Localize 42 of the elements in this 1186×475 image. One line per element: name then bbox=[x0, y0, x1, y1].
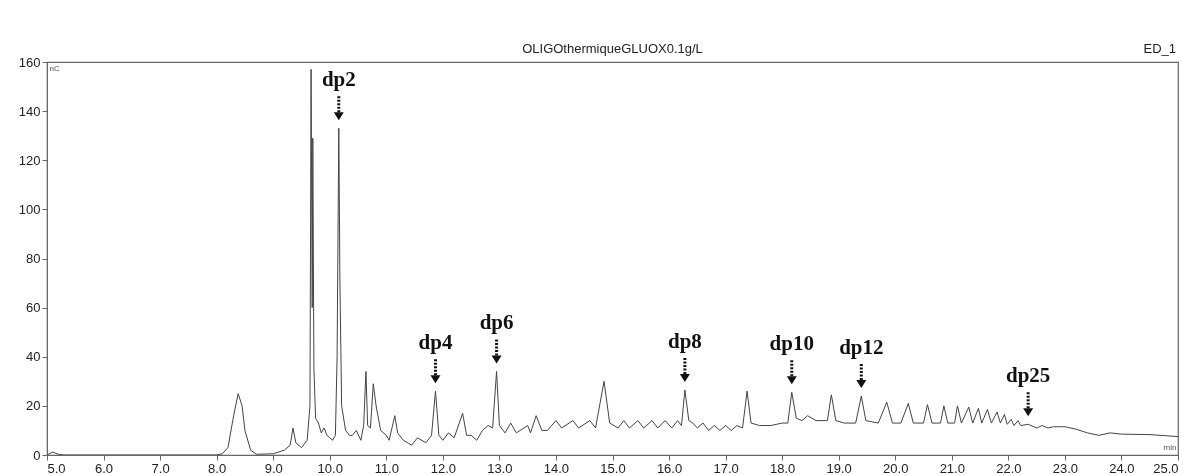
x-tick-label: 12.0 bbox=[430, 460, 457, 475]
annotation: dp2 bbox=[321, 67, 356, 92]
y-tick-label: 40 bbox=[26, 349, 41, 365]
annotation: dp6 bbox=[479, 310, 514, 335]
x-tick-label: 16.0 bbox=[656, 460, 683, 475]
x-axis-title: min bbox=[1163, 442, 1177, 452]
annotation: dp8 bbox=[667, 328, 702, 353]
x-tick-label: 11.0 bbox=[374, 460, 399, 475]
y-tick-label: 0 bbox=[33, 447, 41, 463]
x-tick-label: 6.0 bbox=[95, 460, 114, 475]
y-tick-label: 20 bbox=[26, 398, 41, 414]
x-tick-label: 8.0 bbox=[208, 460, 227, 475]
x-tick-label: 9.0 bbox=[264, 460, 283, 475]
annotation: dp12 bbox=[839, 335, 884, 360]
x-tick-label: 10.0 bbox=[317, 460, 343, 475]
annotation: dp25 bbox=[1005, 363, 1051, 388]
x-tick-label: 17.0 bbox=[713, 460, 739, 475]
x-tick-label: 19.0 bbox=[826, 460, 852, 475]
y-tick-label: 120 bbox=[18, 152, 41, 168]
chart-title: OLIGOthermiqueGLUOX0.1g/L bbox=[522, 41, 703, 56]
x-tick-label: 13.0 bbox=[487, 460, 513, 475]
x-tick-label: 23.0 bbox=[1052, 460, 1079, 475]
x-tick-label: 25.0 bbox=[1153, 460, 1179, 475]
annotation: dp4 bbox=[418, 330, 453, 355]
y-tick-label: 60 bbox=[26, 300, 41, 316]
y-tick-label: 140 bbox=[18, 103, 41, 119]
x-tick-label: 18.0 bbox=[769, 460, 796, 475]
text: ED_1 bbox=[1143, 41, 1176, 56]
y-axis-title: nC bbox=[49, 63, 60, 73]
x-tick-label: 22.0 bbox=[996, 460, 1022, 475]
annotation: dp10 bbox=[769, 331, 814, 356]
x-tick-label: 20.0 bbox=[883, 460, 909, 475]
y-tick-label: 160 bbox=[18, 54, 41, 70]
x-tick-label: 15.0 bbox=[600, 460, 626, 475]
x-tick-label: 21.0 bbox=[939, 460, 965, 475]
x-tick-label: 5.0 bbox=[47, 460, 66, 475]
y-tick-label: 80 bbox=[26, 251, 41, 266]
x-tick-label: 14.0 bbox=[543, 460, 570, 475]
x-tick-label: 7.0 bbox=[151, 460, 170, 475]
line-series bbox=[47, 68, 1178, 455]
x-tick-label: 24.0 bbox=[1109, 460, 1135, 475]
y-tick-label: 100 bbox=[18, 201, 41, 217]
